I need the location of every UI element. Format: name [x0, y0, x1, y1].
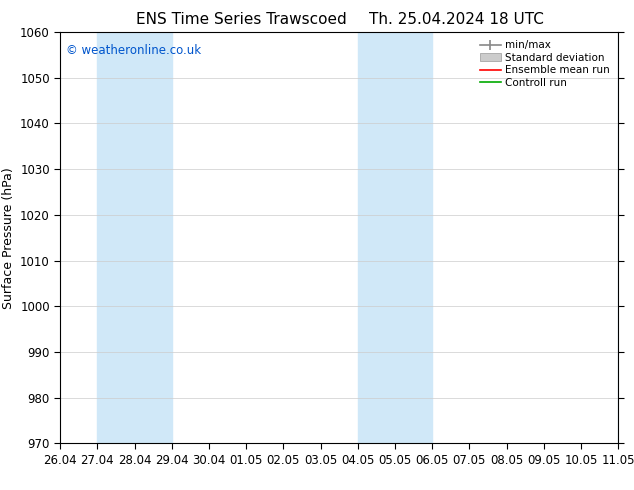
- Bar: [98, 32, 172, 443]
- Text: © weatheronline.co.uk: © weatheronline.co.uk: [66, 44, 201, 57]
- Bar: [618, 32, 634, 443]
- Y-axis label: Surface Pressure (hPa): Surface Pressure (hPa): [1, 167, 15, 309]
- Text: Th. 25.04.2024 18 UTC: Th. 25.04.2024 18 UTC: [369, 12, 544, 27]
- Text: ENS Time Series Trawscoed: ENS Time Series Trawscoed: [136, 12, 346, 27]
- Legend: min/max, Standard deviation, Ensemble mean run, Controll run: min/max, Standard deviation, Ensemble me…: [477, 37, 613, 91]
- Bar: [358, 32, 432, 443]
